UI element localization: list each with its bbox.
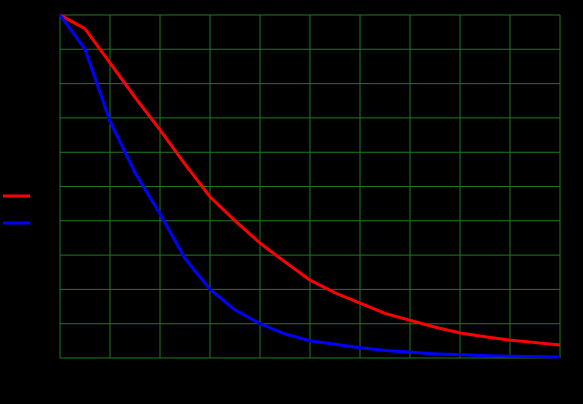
- y-tick-label: 0.6: [39, 146, 54, 158]
- x-tick-label: 3: [207, 366, 213, 378]
- x-tick-label: 5: [307, 366, 313, 378]
- y-tick-label: 0.3: [39, 249, 54, 261]
- y-tick-label: 0.2: [39, 283, 54, 295]
- y-tick-label: 0.7: [39, 112, 54, 124]
- y-tick-label: 0.5: [39, 180, 54, 192]
- y-tick-label: 1: [48, 9, 54, 21]
- x-tick-label: 6: [357, 366, 363, 378]
- x-tick-label: 0: [57, 366, 63, 378]
- line-series: [59, 13, 561, 347]
- x-tick-label: 10: [554, 366, 566, 378]
- y-tick-label: 0.8: [39, 78, 54, 90]
- x-tick-label: 9: [507, 366, 513, 378]
- x-tick-label: 8: [457, 366, 463, 378]
- y-tick-label: 0: [48, 352, 54, 364]
- x-tick-label: 1: [107, 366, 113, 378]
- line-series: [58, 14, 561, 359]
- x-tick-label: 4: [257, 366, 263, 378]
- y-tick-label: 0.4: [39, 215, 54, 227]
- x-tick-label: 7: [407, 366, 413, 378]
- y-tick-label: 0.9: [39, 43, 54, 55]
- y-tick-label: 0.1: [39, 318, 54, 330]
- x-tick-label: 2: [157, 366, 163, 378]
